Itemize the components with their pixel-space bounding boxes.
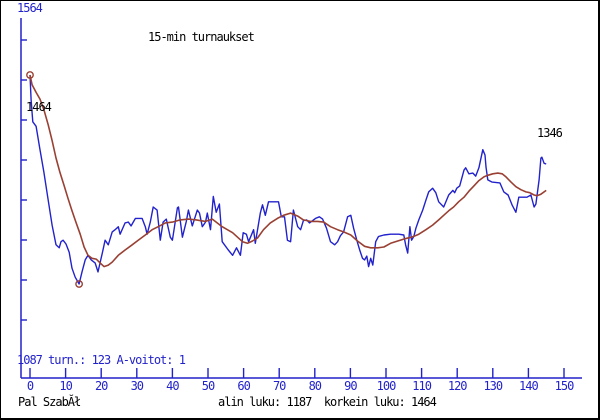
rating-line xyxy=(29,74,547,285)
final-value-label: 1346 xyxy=(537,126,563,140)
player-name: Pal SzabĂł xyxy=(18,395,81,409)
minimum-marker xyxy=(75,280,84,288)
x-axis-tick-label: 120 xyxy=(447,379,468,393)
x-axis-tick-label: 30 xyxy=(130,379,144,393)
stats-label: turn.: 123 A-voitot: 1 xyxy=(48,353,186,367)
x-axis-tick-label: 0 xyxy=(26,379,34,393)
y-axis-max-label: 1564 xyxy=(17,1,43,15)
x-axis-tick-label: 130 xyxy=(483,379,503,393)
start-value-label: 1464 xyxy=(26,100,52,114)
x-axis-tick-label: 60 xyxy=(237,379,250,393)
x-axis-tick-label: 70 xyxy=(272,379,286,393)
x-axis-tick-label: 20 xyxy=(94,379,108,393)
x-axis-tick-label: 50 xyxy=(201,379,215,393)
x-axis-tick-label: 40 xyxy=(166,379,179,393)
x-axis-tick-label: 90 xyxy=(344,379,357,393)
chart-title: 15-min turnaukset xyxy=(148,30,255,44)
x-axis-tick-label: 10 xyxy=(59,379,72,393)
y-axis-min-label: 1087 xyxy=(17,353,43,367)
start-max-marker xyxy=(26,71,34,79)
x-axis-tick-label: 150 xyxy=(554,379,575,393)
x-axis-tick-label: 110 xyxy=(412,379,432,393)
min-max-summary: alin luku: 1187 korkein luku: 1464 xyxy=(218,395,437,409)
x-axis-tick-label: 100 xyxy=(376,379,397,393)
x-axis-tick-label: 80 xyxy=(308,379,322,393)
moving-average-line xyxy=(29,74,547,268)
x-axis-tick-label: 140 xyxy=(519,379,539,393)
